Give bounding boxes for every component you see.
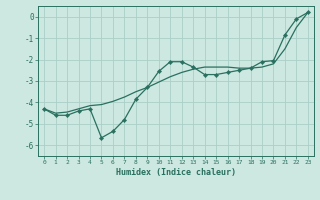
X-axis label: Humidex (Indice chaleur): Humidex (Indice chaleur) [116,168,236,177]
